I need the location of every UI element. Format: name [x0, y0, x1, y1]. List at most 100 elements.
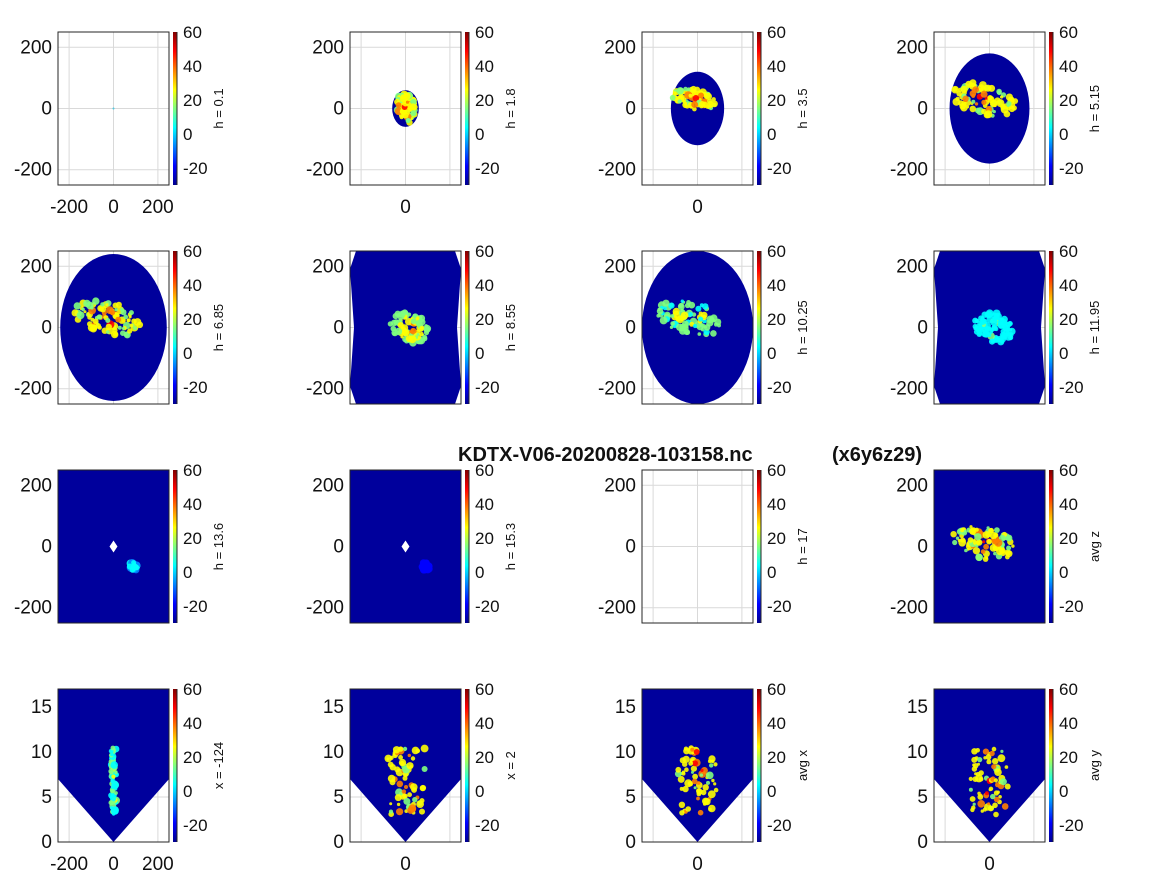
echo-cell — [404, 785, 408, 789]
echo-cell — [680, 299, 684, 303]
colorbar-tick-label: -20 — [475, 597, 500, 616]
echo-cell — [987, 802, 991, 806]
echo-cell — [133, 326, 138, 330]
echo-cell — [419, 784, 427, 792]
echo-cell — [126, 563, 134, 570]
axes-frame — [57, 31, 170, 186]
echo-cell — [992, 758, 999, 765]
echo-cell — [994, 538, 1003, 547]
echo-cell — [972, 763, 976, 767]
axes-frame — [933, 250, 1046, 405]
echo-cell — [706, 771, 714, 780]
echo-cell — [693, 749, 700, 755]
echo-cell — [708, 103, 713, 108]
colorbar-tick-label: 0 — [475, 563, 484, 582]
echo-footprint — [934, 689, 1045, 842]
colorbar — [757, 251, 761, 404]
colorbar-tick-label: 0 — [1059, 563, 1068, 582]
echo-cell — [111, 781, 120, 789]
panel-14: 0 5 10 15 0 -20 0 20 40 60 x = 2 — [323, 680, 518, 875]
y-tick-label: -200 — [890, 160, 928, 181]
echo-cell — [968, 787, 973, 792]
colorbar — [1049, 251, 1053, 404]
echo-cell — [957, 538, 961, 543]
echo-cell — [115, 316, 122, 323]
y-tick-label: 0 — [625, 99, 636, 120]
echo-cell — [994, 768, 1002, 776]
colorbar-tick-label: 20 — [1059, 529, 1078, 548]
echo-cell — [696, 781, 701, 785]
echo-cell — [677, 775, 685, 783]
colorbar-tick-label: 60 — [1059, 680, 1078, 699]
echo-cell — [989, 531, 998, 540]
echo-cell — [702, 784, 709, 791]
echo-cell — [1001, 803, 1009, 810]
echo-cell — [993, 551, 997, 556]
echo-cell — [416, 333, 420, 336]
data-layer — [642, 251, 753, 404]
echo-cell — [1007, 320, 1013, 327]
echo-cell — [710, 330, 717, 337]
echo-cell — [656, 308, 664, 315]
echo-cell — [691, 770, 694, 774]
echo-cell — [398, 755, 403, 760]
echo-cell — [97, 305, 104, 312]
axes-frame — [933, 688, 1046, 843]
echo-cell — [396, 808, 404, 816]
figure-title-suffix: (x6y6z29) — [832, 444, 922, 466]
echo-cell — [969, 105, 977, 113]
echo-cell — [700, 789, 707, 796]
colorbar-tick-label: -20 — [1059, 597, 1084, 616]
echo-cell — [672, 307, 681, 316]
colorbar-tick-label: 0 — [767, 125, 776, 144]
y-tick-label: -200 — [14, 160, 52, 181]
y-tick-label: 200 — [312, 256, 344, 277]
echo-cell — [975, 325, 984, 333]
panel-15: 0 5 10 15 0 -20 0 20 40 60 avg x — [615, 680, 810, 875]
colorbar-tick-label: -20 — [475, 159, 500, 178]
echo-footprint — [670, 71, 725, 146]
echo-cell — [105, 303, 109, 307]
echo-cell — [410, 98, 417, 106]
colorbar-tick-label: 20 — [1059, 91, 1078, 110]
colorbar-label: h = 15.3 — [503, 523, 518, 570]
colorbar-tick-label: 0 — [183, 125, 192, 144]
axes-frame — [57, 250, 170, 405]
echo-cell — [952, 539, 958, 546]
echo-cell — [969, 525, 973, 529]
colorbar-label: h = 8.55 — [503, 304, 518, 351]
colorbar-tick-label: -20 — [183, 159, 208, 178]
colorbar-label: avg x — [795, 749, 810, 781]
colorbar-tick-label: 40 — [475, 276, 494, 295]
y-tick-label: 0 — [333, 832, 344, 853]
echo-cell — [1006, 545, 1012, 551]
colorbar-label: h = 0.1 — [211, 88, 226, 128]
echo-cell — [129, 323, 134, 328]
echo-cell — [683, 747, 690, 755]
data-layer — [934, 251, 1045, 404]
echo-cell — [974, 527, 979, 532]
echo-cell — [100, 302, 105, 307]
echo-cell — [81, 307, 85, 312]
echo-cell — [114, 308, 118, 312]
echo-cell — [699, 303, 704, 308]
echo-cell — [698, 311, 703, 316]
colorbar-tick-label: 40 — [767, 714, 786, 733]
echo-cell — [711, 100, 718, 108]
echo-cell — [396, 802, 401, 807]
echo-cell — [415, 319, 423, 327]
echo-cell — [390, 319, 398, 327]
echo-cell — [1012, 98, 1019, 104]
echo-cell — [962, 95, 969, 103]
echo-cell — [110, 752, 114, 757]
echo-cell — [692, 106, 697, 112]
echo-cell — [977, 800, 985, 808]
echo-cell — [704, 92, 713, 100]
colorbar — [757, 470, 761, 623]
echo-cell — [707, 759, 712, 764]
echo-cell — [991, 764, 997, 770]
echo-cell — [76, 311, 85, 320]
